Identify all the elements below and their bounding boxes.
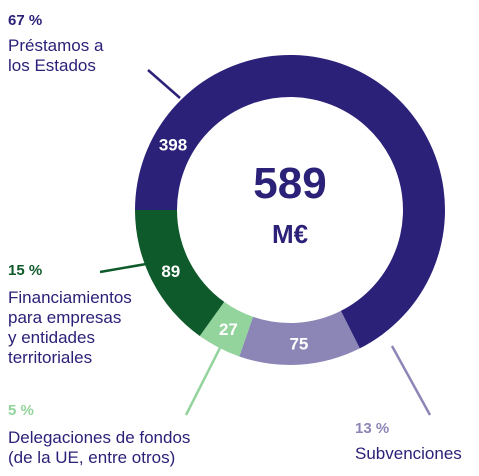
share-label: 15 % xyxy=(8,262,43,279)
value-label: 89 xyxy=(161,262,180,281)
category-label: Delegaciones de fondos (de la UE, entre … xyxy=(8,428,191,467)
leader-line xyxy=(390,345,432,416)
leader-line xyxy=(99,261,153,274)
category-label: Subvenciones xyxy=(355,444,462,463)
category-label: Préstamos a los Estados xyxy=(8,36,104,75)
share-label: 5 % xyxy=(8,402,34,419)
share-label: 13 % xyxy=(355,420,390,437)
leader-lines xyxy=(99,69,432,416)
total: 589 xyxy=(253,159,326,208)
leader-line xyxy=(184,335,228,416)
unit: M€ xyxy=(272,219,308,249)
value-label: 75 xyxy=(289,335,308,354)
share-label: 67 % xyxy=(8,12,43,29)
donut-segment xyxy=(239,310,360,365)
donut-segment xyxy=(135,210,225,337)
value-label: 398 xyxy=(159,136,187,155)
category-label: Financiamientos para empresas y entidade… xyxy=(8,288,132,367)
donut-segment xyxy=(199,301,254,357)
leader-line xyxy=(147,69,181,99)
value-label: 27 xyxy=(219,320,238,339)
